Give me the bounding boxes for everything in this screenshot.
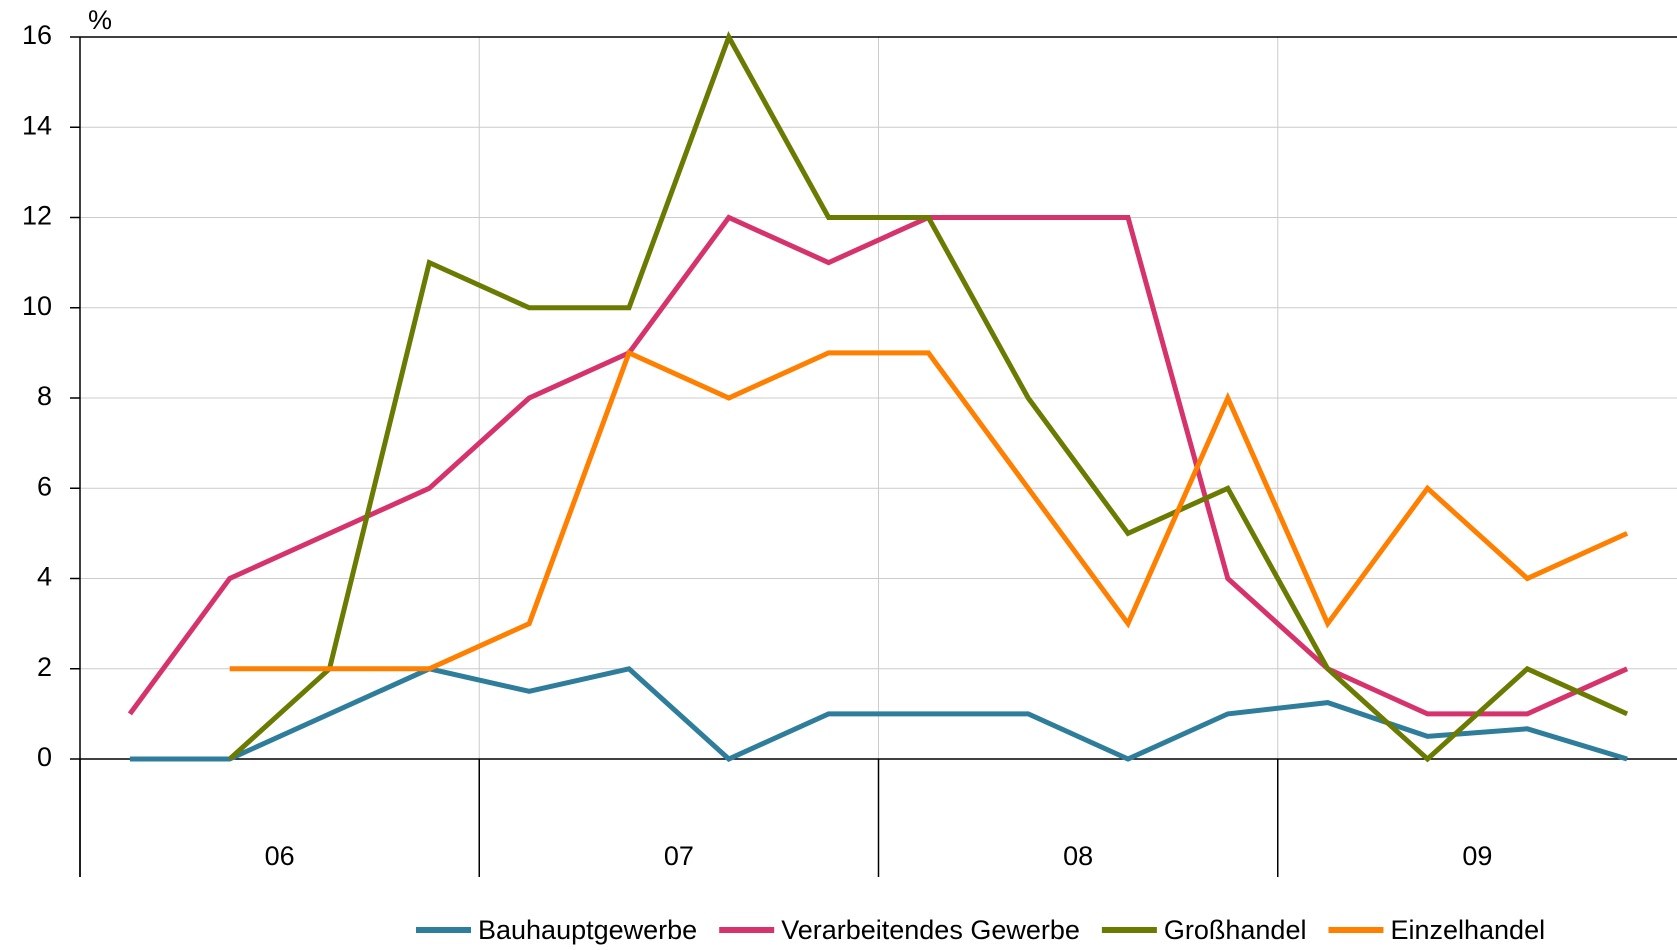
group-label: 09 — [1462, 841, 1492, 871]
y-tick-label: 8 — [37, 381, 52, 411]
y-tick-label: 0 — [37, 742, 52, 772]
legend-label: Großhandel — [1164, 915, 1307, 945]
legend-label: Einzelhandel — [1390, 915, 1545, 945]
y-tick-label: 16 — [22, 20, 52, 50]
y-tick-label: 6 — [37, 471, 52, 501]
group-label: 08 — [1063, 841, 1093, 871]
series-line — [228, 31, 1629, 763]
y-tick-label: 10 — [22, 291, 52, 321]
group-label: 07 — [664, 841, 694, 871]
series-line — [129, 666, 1628, 762]
y-unit: % — [88, 5, 112, 35]
y-tick-label: 14 — [22, 110, 52, 140]
y-tick-label: 2 — [37, 652, 52, 682]
legend-label: Verarbeitendes Gewerbe — [781, 915, 1080, 945]
series-line — [229, 349, 1629, 672]
series-line — [127, 214, 1629, 717]
legend-label: Bauhauptgewerbe — [478, 915, 697, 945]
y-tick-label: 12 — [22, 201, 52, 231]
group-label: 06 — [265, 841, 295, 871]
y-tick-label: 4 — [37, 562, 52, 592]
